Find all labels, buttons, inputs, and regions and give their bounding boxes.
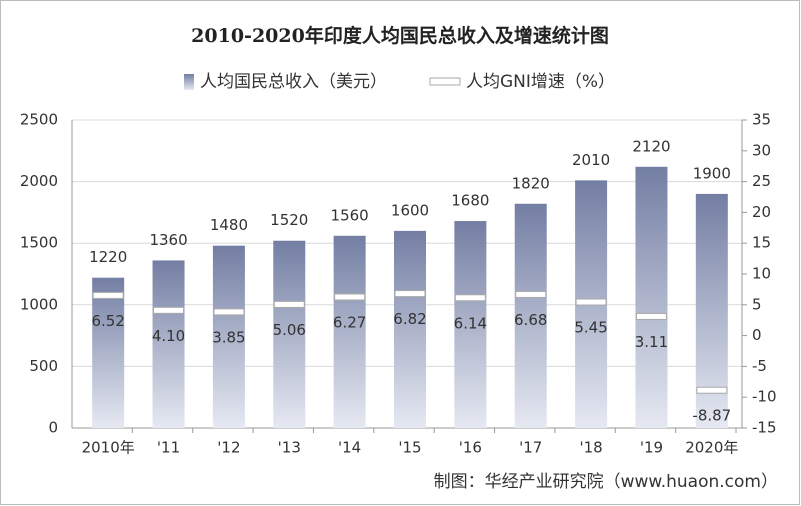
- legend-label: 人均GNI增速（%）: [466, 72, 615, 92]
- y-tick-label: 1500: [20, 234, 58, 252]
- x-tick-label: '15: [398, 439, 421, 457]
- bar-value-label: 1680: [451, 192, 489, 210]
- y-tick-label: 500: [29, 357, 58, 375]
- growth-marker: [454, 294, 486, 302]
- y-tick-label: 1000: [20, 295, 58, 313]
- x-tick-label: '17: [519, 439, 542, 457]
- growth-label: 6.27: [333, 313, 366, 331]
- x-tick-label: '12: [217, 439, 240, 457]
- x-tick-label: 2010年: [82, 439, 135, 457]
- growth-marker: [696, 386, 728, 394]
- chart-title: 2010-2020年印度人均国民总收入及增速统计图: [191, 24, 609, 47]
- growth-label: 6.68: [514, 311, 547, 329]
- x-tick-label: '14: [338, 439, 361, 457]
- x-tick-label: '16: [459, 439, 482, 457]
- y-tick-label: 0: [48, 419, 58, 437]
- bar-value-label: 2010: [572, 151, 610, 169]
- legend-swatch: [429, 77, 461, 86]
- growth-label: 5.06: [273, 321, 306, 339]
- y2-tick-label: 15: [752, 234, 771, 252]
- growth-marker: [334, 293, 366, 301]
- bar-value-label: 1220: [89, 248, 127, 266]
- x-tick-label: '11: [157, 439, 180, 457]
- bar-value-label: 1480: [210, 216, 248, 234]
- y2-tick-label: 35: [752, 111, 771, 129]
- y2-tick-label: -10: [752, 388, 777, 406]
- growth-label: -8.87: [692, 407, 731, 425]
- bar: [333, 235, 366, 428]
- bar: [635, 166, 668, 429]
- bar: [394, 230, 426, 428]
- legend-label: 人均国民总收入（美元）: [200, 72, 387, 92]
- bar-value-label: 1820: [512, 174, 550, 192]
- y2-tick-label: 25: [752, 172, 771, 190]
- y2-tick-label: 20: [752, 203, 771, 221]
- bar-value-label: 2120: [632, 137, 670, 155]
- x-tick-label: '19: [640, 439, 663, 457]
- growth-marker: [273, 300, 305, 308]
- growth-label: 3.85: [212, 328, 245, 346]
- legend-swatch: [184, 74, 194, 90]
- bar: [454, 221, 487, 428]
- bar-value-label: 1560: [331, 206, 369, 224]
- x-tick-label: '18: [579, 439, 602, 457]
- growth-marker: [635, 312, 667, 320]
- y-tick-label: 2000: [20, 172, 58, 190]
- bar-value-label: 1360: [149, 231, 187, 249]
- growth-marker: [515, 290, 547, 298]
- growth-label: 4.10: [152, 327, 185, 345]
- x-tick-label: '13: [278, 439, 301, 457]
- x-tick-label: 2020年: [685, 439, 738, 457]
- bar-value-label: 1520: [270, 211, 308, 229]
- growth-marker: [213, 308, 245, 316]
- source: 制图：华经产业研究院（www.huaon.com）: [434, 472, 778, 492]
- bar-value-label: 1900: [693, 164, 731, 182]
- bar: [514, 203, 547, 428]
- bar: [92, 277, 125, 428]
- y2-tick-label: 0: [752, 326, 762, 344]
- growth-label: 3.11: [635, 333, 668, 351]
- y2-tick-label: -15: [752, 419, 777, 437]
- growth-marker: [575, 298, 607, 306]
- bar: [152, 260, 185, 428]
- growth-marker: [92, 291, 124, 299]
- bar-value-label: 1600: [391, 201, 429, 219]
- bar: [273, 240, 306, 428]
- y2-tick-label: -5: [752, 357, 767, 375]
- growth-label: 6.52: [91, 312, 124, 330]
- y2-tick-label: 5: [752, 295, 762, 313]
- growth-label: 6.82: [393, 310, 426, 328]
- growth-marker: [394, 290, 426, 298]
- growth-label: 5.45: [574, 319, 607, 337]
- growth-marker: [153, 306, 185, 314]
- y-tick-label: 2500: [20, 111, 58, 129]
- y2-tick-label: 10: [752, 265, 771, 283]
- growth-label: 6.14: [454, 314, 487, 332]
- y2-tick-label: 30: [752, 141, 771, 159]
- bar: [212, 245, 245, 428]
